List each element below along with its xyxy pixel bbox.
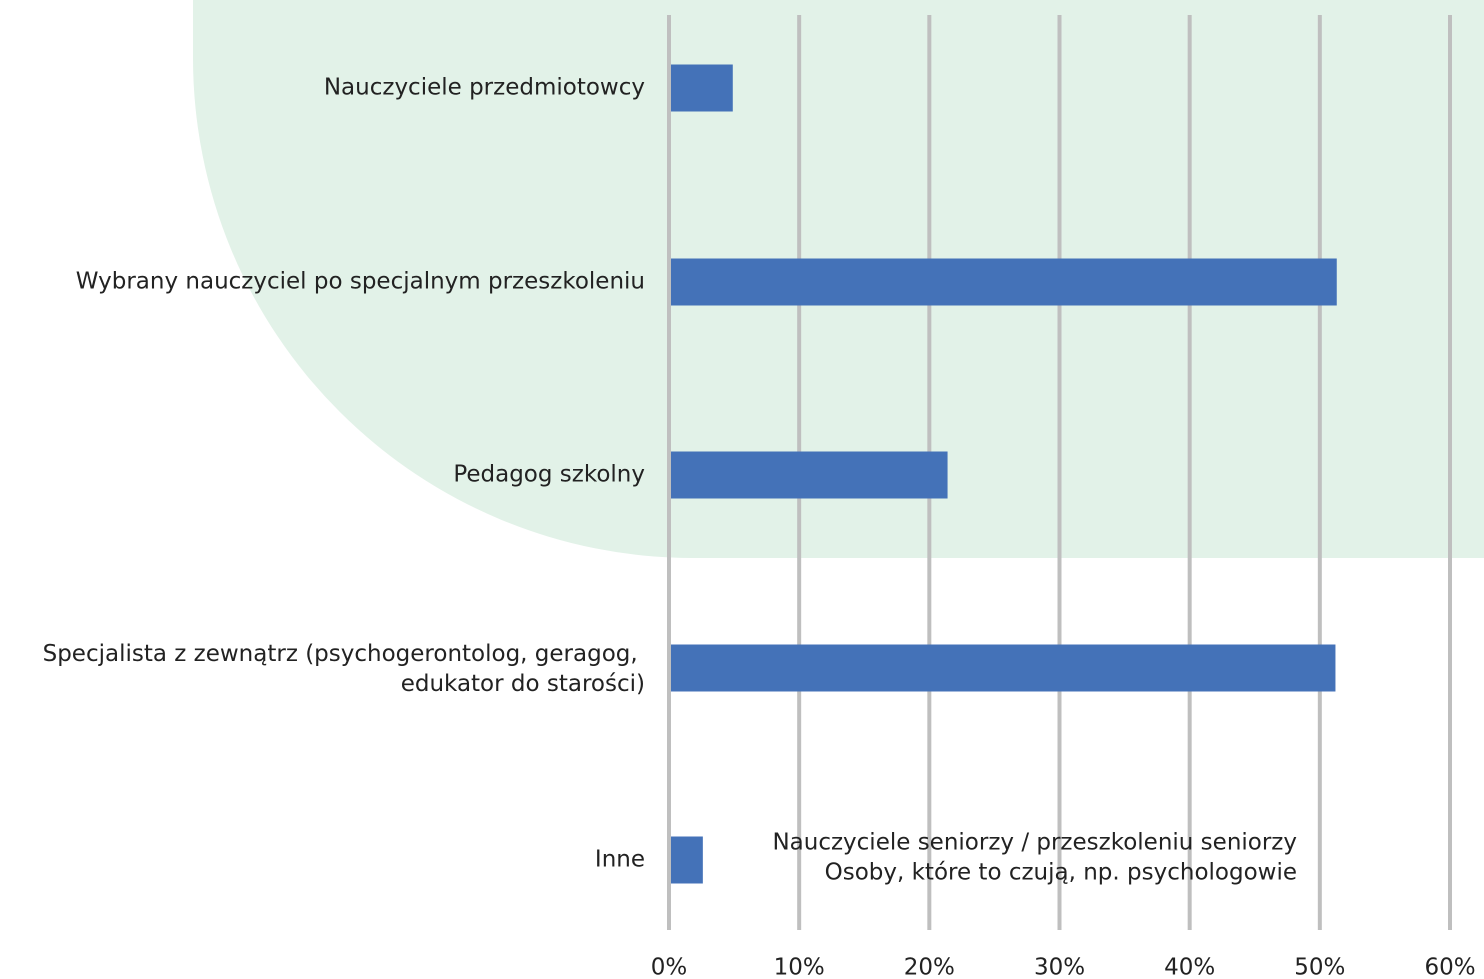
x-tick-label: 20% [904,955,955,979]
y-tick-label: Wybrany nauczyciel po specjalnym przeszk… [76,269,645,295]
x-tick-label: 40% [1164,955,1215,979]
y-tick-label: Specjalista z zewnątrz (psychogerontolog… [43,641,645,697]
y-tick-label: Pedagog szkolny [453,462,645,488]
bar [671,836,703,884]
y-tick-label: Inne [595,847,645,873]
y-tick-label: Nauczyciele przedmiotowcy [324,75,645,101]
annotation: Nauczyciele seniorzy / przeszkoleniu sen… [772,830,1297,856]
x-tick-label: 60% [1424,955,1475,979]
annotation: Osoby, które to czują, np. psychologowie [825,860,1297,886]
x-tick-label: 30% [1034,955,1085,979]
bar [671,644,1336,692]
x-tick-label: 10% [774,955,825,979]
bar [671,258,1337,306]
bars [671,64,1337,884]
bar [671,451,948,499]
bar [671,64,733,112]
x-tick-label: 50% [1294,955,1345,979]
x-tick-label: 0% [651,955,688,979]
